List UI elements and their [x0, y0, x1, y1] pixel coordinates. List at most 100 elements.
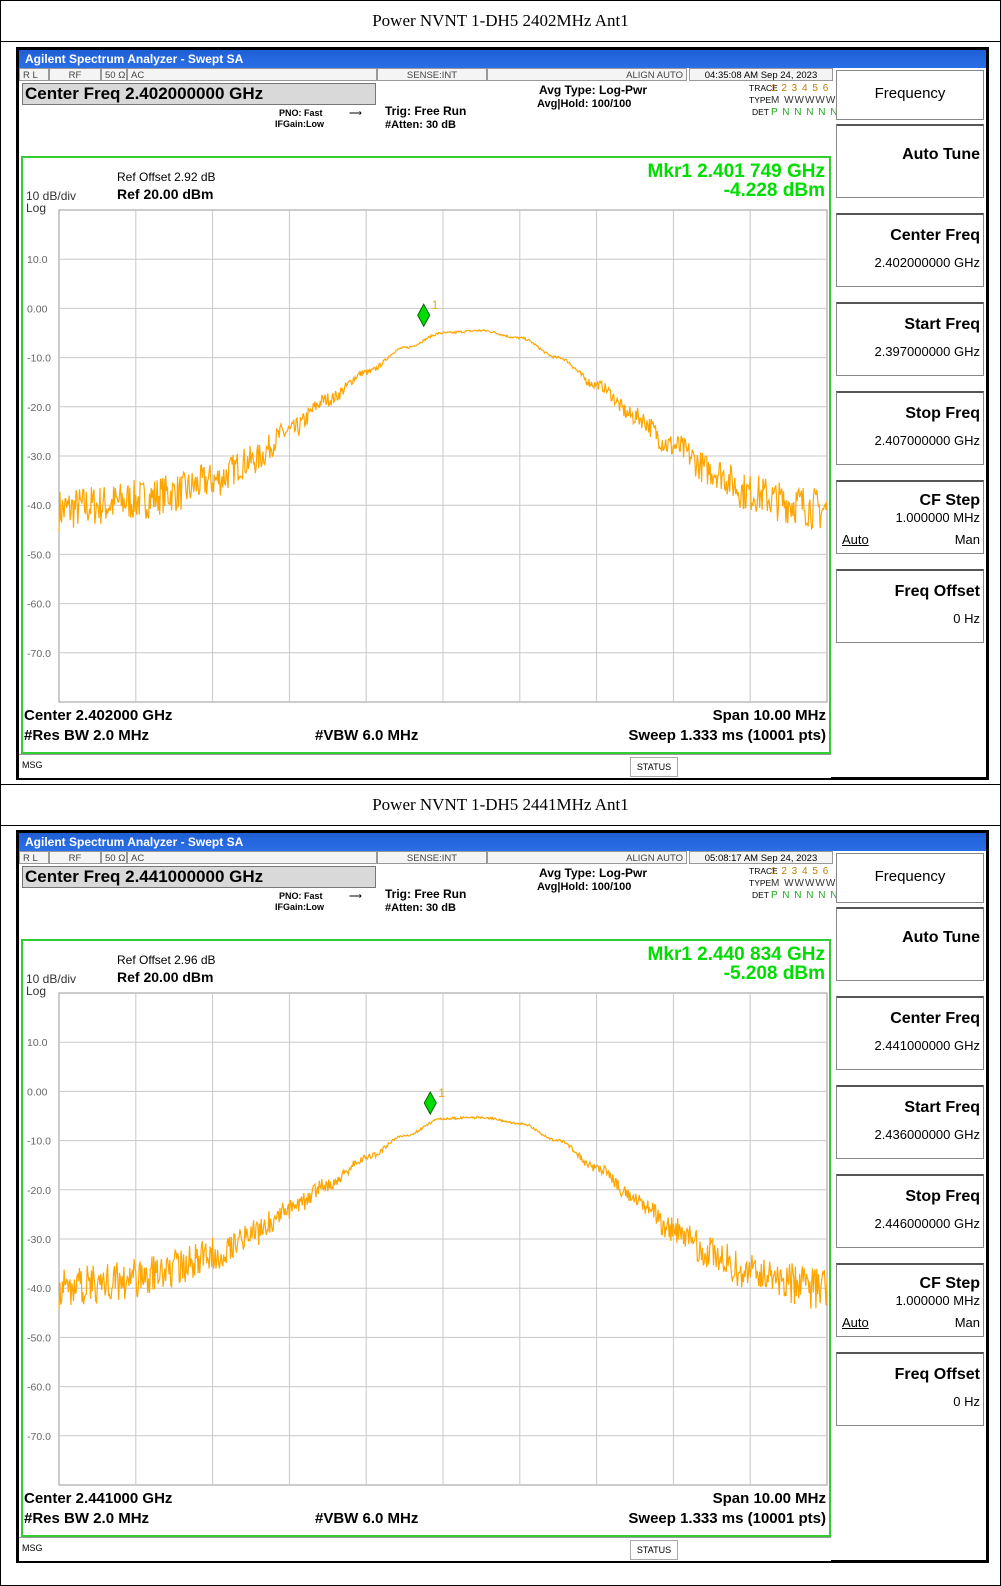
- arrow-icon: ⟶: [349, 108, 362, 118]
- span-label: Span 10.00 MHz: [712, 707, 826, 724]
- trig-label: Trig: Free Run: [385, 104, 467, 118]
- det-label: DET: [752, 890, 769, 900]
- menu-header: Frequency: [836, 70, 984, 120]
- ohm-indicator: 50 Ω: [101, 68, 127, 81]
- freq-offset-button[interactable]: Freq Offset 0 Hz: [836, 569, 984, 643]
- marker-level: -4.228 dBm: [723, 180, 825, 201]
- sense-indicator: SENSE:INT: [377, 68, 487, 81]
- y-tick-label: -40.0: [27, 500, 51, 512]
- center-label: Center 2.441000 GHz: [24, 1490, 173, 1507]
- ac-indicator: AC: [127, 851, 377, 864]
- y-tick-label: -50.0: [27, 1332, 51, 1344]
- y-tick-label: 0.00: [27, 1086, 48, 1098]
- stop-freq-value: 2.446000000 GHz: [874, 1216, 980, 1231]
- softkey-menu: Frequency Auto Tune Center Freq 2.441000…: [836, 851, 986, 1560]
- spectrum-plot: 10.0 0.00 -10.0 -20.0 -30.0 -40.0 -50.0 -60.0 -7…: [27, 209, 828, 703]
- span-label: Span 10.00 MHz: [712, 1490, 826, 1507]
- spectrum-trace: [58, 1115, 828, 1310]
- freq-offset-button[interactable]: Freq Offset 0 Hz: [836, 1352, 984, 1426]
- start-freq-button[interactable]: Start Freq 2.397000000 GHz: [836, 302, 984, 376]
- stop-freq-button[interactable]: Stop Freq 2.446000000 GHz: [836, 1174, 984, 1248]
- type-label: TYPE: [749, 95, 772, 105]
- cf-step-value: 1.000000 MHz: [895, 1293, 980, 1308]
- arrow-icon: ⟶: [349, 891, 362, 901]
- center-freq-button[interactable]: Center Freq 2.402000000 GHz: [836, 213, 984, 287]
- ohm-indicator: 50 Ω: [101, 851, 127, 864]
- avg-type: Avg Type: Log-Pwr: [539, 866, 647, 880]
- marker-diamond: [423, 1090, 437, 1116]
- marker-number: 1: [432, 298, 439, 312]
- window-title: Agilent Spectrum Analyzer - Swept SA: [19, 833, 986, 851]
- marker-number: 1: [438, 1086, 445, 1100]
- y-tick-label: -20.0: [27, 402, 51, 414]
- y-tick-label: 10.0: [27, 1037, 48, 1049]
- stop-freq-button[interactable]: Stop Freq 2.407000000 GHz: [836, 391, 984, 465]
- trace-info: TRACE1 2 3 4 5 6 TYPEM WWWWW DET P N N N …: [749, 82, 847, 118]
- cf-step-button[interactable]: CF Step 1.000000 MHz Auto Man: [836, 480, 984, 554]
- cf-step-man[interactable]: Man: [954, 532, 980, 547]
- msg-label: MSG: [22, 760, 43, 770]
- marker-frequency: Mkr1 2.401 749 GHz: [647, 161, 825, 182]
- datetime: 04:35:08 AM Sep 24, 2023: [689, 68, 833, 81]
- ac-indicator: AC: [127, 68, 377, 81]
- ref-level: Ref 20.00 dBm: [117, 969, 214, 985]
- auto-tune-label: Auto Tune: [902, 146, 980, 163]
- rf-indicator: RF: [49, 68, 101, 81]
- cf-step-auto[interactable]: Auto: [842, 532, 869, 547]
- center-freq-button[interactable]: Center Freq 2.441000000 GHz: [836, 996, 984, 1070]
- ref-level: Ref 20.00 dBm: [117, 186, 214, 202]
- y-tick-label: -40.0: [27, 1283, 51, 1295]
- auto-tune-label: Auto Tune: [902, 929, 980, 946]
- stop-freq-label: Stop Freq: [905, 1188, 980, 1205]
- start-freq-value: 2.436000000 GHz: [874, 1127, 980, 1142]
- ref-offset: Ref Offset 2.96 dB: [117, 953, 216, 967]
- pno-label: PNO: Fast: [279, 108, 323, 118]
- avg-hold: Avg|Hold: 100/100: [537, 881, 632, 893]
- center-freq-title: Center Freq 2.441000000 GHz: [22, 866, 376, 888]
- rl-indicator: R L: [19, 68, 49, 81]
- center-label: Center 2.402000 GHz: [24, 707, 173, 724]
- vbw-label: #VBW 6.0 MHz: [315, 727, 419, 744]
- det-value: P N N N N N: [771, 107, 839, 118]
- scale-type: Log: [26, 201, 47, 215]
- rf-indicator: RF: [49, 851, 101, 864]
- marker-level: -5.208 dBm: [723, 963, 825, 984]
- spectrum-trace: [58, 328, 828, 532]
- rl-indicator: R L: [19, 851, 49, 864]
- type-label: TYPE: [749, 878, 772, 888]
- cf-step-man[interactable]: Man: [954, 1315, 980, 1330]
- center-freq-title: Center Freq 2.402000000 GHz: [22, 83, 376, 105]
- vbw-label: #VBW 6.0 MHz: [315, 1510, 419, 1527]
- det-value: P N N N N N: [771, 890, 839, 901]
- freq-offset-value: 0 Hz: [953, 611, 980, 626]
- type-value: M WWWWW: [771, 878, 837, 889]
- cf-step-auto[interactable]: Auto: [842, 1315, 869, 1330]
- analyzer-window: Agilent Spectrum Analyzer - Swept SA R L…: [19, 50, 986, 778]
- caption-1: Power NVNT 1-DH5 2402MHz Ant1: [1, 1, 1000, 42]
- msg-label: MSG: [22, 1543, 43, 1553]
- start-freq-button[interactable]: Start Freq 2.436000000 GHz: [836, 1085, 984, 1159]
- sense-indicator: SENSE:INT: [377, 851, 487, 864]
- window-title: Agilent Spectrum Analyzer - Swept SA: [19, 50, 986, 68]
- start-freq-label: Start Freq: [904, 316, 980, 333]
- freq-offset-value: 0 Hz: [953, 1394, 980, 1409]
- datetime: 05:08:17 AM Sep 24, 2023: [689, 851, 833, 864]
- menu-header: Frequency: [836, 853, 984, 903]
- center-freq-value: 2.402000000 GHz: [874, 255, 980, 270]
- y-tick-label: -10.0: [27, 1136, 51, 1148]
- trace-label: TRACE: [749, 83, 778, 93]
- status-label: STATUS: [630, 1540, 678, 1560]
- message-bar: MSG STATUS: [19, 1537, 831, 1561]
- ifgain-label: IFGain:Low: [275, 119, 324, 129]
- center-freq-value: 2.441000000 GHz: [874, 1038, 980, 1053]
- y-tick-label: -10.0: [27, 353, 51, 365]
- auto-tune-button[interactable]: Auto Tune: [836, 124, 984, 198]
- cf-step-button[interactable]: CF Step 1.000000 MHz Auto Man: [836, 1263, 984, 1337]
- pno-label: PNO: Fast: [279, 891, 323, 901]
- marker-frequency: Mkr1 2.440 834 GHz: [647, 944, 825, 965]
- auto-tune-button[interactable]: Auto Tune: [836, 907, 984, 981]
- y-tick-label: -30.0: [27, 1234, 51, 1246]
- rbw-label: #Res BW 2.0 MHz: [24, 1510, 150, 1527]
- scale-type: Log: [26, 984, 47, 998]
- caption-2: Power NVNT 1-DH5 2441MHz Ant1: [1, 784, 1000, 826]
